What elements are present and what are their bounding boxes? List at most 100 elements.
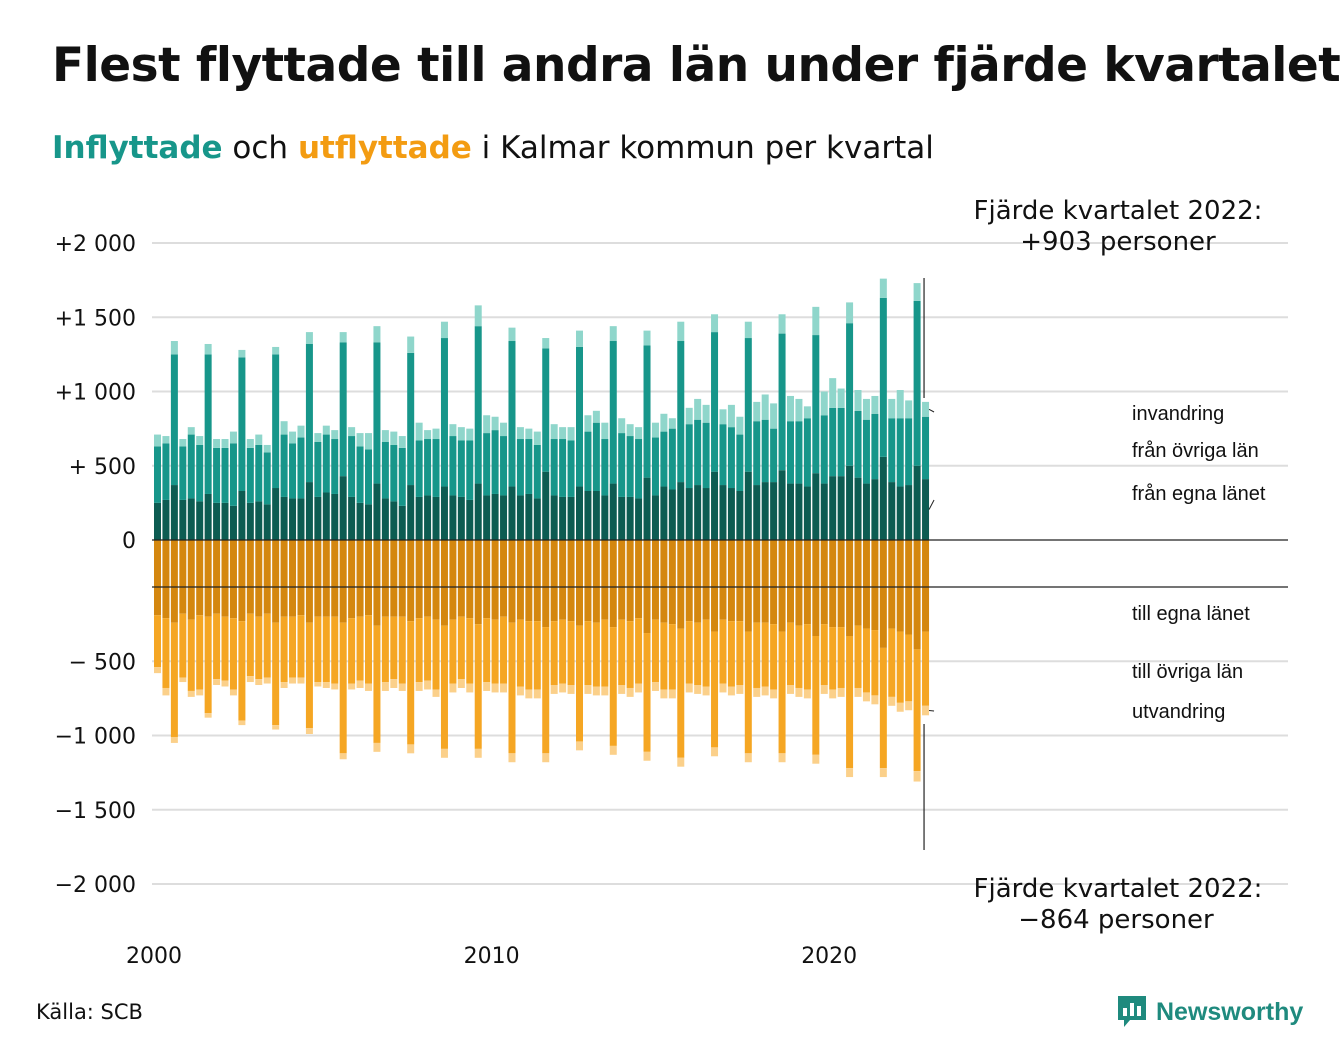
bar-segment-in	[525, 428, 533, 440]
bar-segment-out	[592, 540, 600, 623]
bar-segment-in	[694, 485, 702, 540]
bar-segment-out	[516, 540, 524, 620]
bar-segment-in	[314, 433, 322, 442]
bar-segment-in	[770, 403, 778, 429]
bar-segment-out	[314, 682, 322, 687]
bar-segment-out	[449, 683, 457, 693]
bar-segment-out	[322, 616, 330, 683]
bar-segment-out	[196, 615, 204, 690]
bar-segment-out	[896, 540, 904, 632]
bar-segment-out	[289, 540, 297, 617]
bar-segment-in	[390, 444, 398, 502]
bar-segment-in	[694, 419, 702, 486]
bar-segment-in	[643, 477, 651, 540]
bar-segment-in	[626, 424, 634, 437]
bar-segment-in	[770, 482, 778, 540]
bar-segment-in	[592, 410, 600, 423]
bar-segment-in	[922, 416, 930, 480]
bar-segment-out	[559, 683, 567, 693]
bar-segment-in	[398, 447, 406, 506]
legend-fran-egna-lanet: från egna länet	[1132, 483, 1266, 505]
brand-logo: Newsworthy	[1116, 994, 1303, 1030]
bar-segment-out	[263, 540, 271, 614]
bar-segment-in	[508, 486, 516, 540]
bar-segment-out	[407, 621, 415, 745]
bar-segment-out	[229, 618, 237, 690]
bar-segment-in	[263, 504, 271, 540]
bar-segment-in	[787, 421, 794, 484]
bar-segment-out	[812, 636, 820, 755]
bar-segment-out	[348, 618, 356, 684]
axes: +2 000 +1 500 +1 000 + 500 0 − 500 −1 000 −1 50…	[55, 232, 1288, 969]
bar-segment-in	[660, 486, 668, 540]
bar-segment-out	[213, 613, 221, 680]
bar-segment-in	[770, 428, 778, 483]
bar-segment-out	[516, 686, 524, 696]
bar-segment-in	[466, 499, 474, 540]
bar-segment-out	[221, 680, 229, 687]
bar-segment-in	[879, 278, 887, 298]
bar-segment-in	[331, 439, 339, 494]
bar-segment-in	[584, 431, 592, 491]
bar-segment-in	[592, 490, 600, 540]
bar-segment-out	[711, 747, 719, 757]
bar-segment-out	[879, 540, 887, 648]
bar-segment-in	[255, 501, 263, 540]
bar-segment-out	[187, 540, 195, 620]
bar-segment-out	[238, 540, 246, 622]
annotation-bottom-line1: Fjärde kvartalet 2022:	[974, 874, 1263, 904]
y-tick-label: −1 500	[55, 799, 136, 824]
bar-segment-in	[424, 495, 432, 540]
bar-segment-out	[170, 540, 178, 623]
bar-segment-in	[238, 490, 246, 540]
bar-segment-in	[854, 390, 862, 411]
bar-segment-in	[516, 439, 524, 496]
bar-segment-out	[854, 687, 862, 697]
bar-segment-out	[837, 627, 845, 688]
bar-segment-out	[736, 540, 744, 622]
bar-segment-out	[820, 540, 828, 625]
bar-segment-in	[474, 305, 482, 327]
bar-segment-in	[812, 306, 820, 336]
bar-segment-in	[584, 490, 592, 540]
bar-segment-in	[744, 338, 752, 472]
bar-segment-in	[246, 439, 254, 448]
bar-segment-out	[837, 687, 845, 697]
bar-segment-out	[812, 540, 820, 637]
bar-segment-in	[761, 482, 769, 540]
bar-segment-in	[365, 504, 372, 540]
bar-segment-in	[896, 390, 904, 419]
bar-segment-in	[322, 425, 330, 435]
legend-leader	[928, 499, 935, 510]
bar-segment-out	[626, 540, 634, 622]
brand-name: Newsworthy	[1156, 997, 1304, 1026]
bar-segment-out	[694, 540, 702, 623]
bar-segment-in	[846, 465, 854, 540]
bar-segment-in	[305, 343, 313, 483]
bar-segment-out	[466, 683, 474, 693]
bar-segment-out	[424, 540, 432, 617]
bar-segment-out	[651, 540, 659, 620]
bar-segment-in	[601, 495, 609, 540]
bar-segment-in	[533, 498, 541, 540]
bar-segment-out	[356, 680, 364, 688]
bar-segment-in	[516, 427, 524, 440]
bar-segment-in	[905, 485, 913, 540]
bar-segment-out	[778, 540, 786, 632]
bar-segment-in	[736, 416, 744, 435]
bar-segment-out	[525, 689, 533, 699]
bar-segment-in	[820, 483, 828, 540]
bar-segment-out	[567, 685, 575, 694]
bar-segment-in	[432, 428, 440, 440]
legend-till-egna-lanet: till egna länet	[1132, 603, 1250, 625]
bar-segment-in	[187, 434, 195, 499]
bar-segment-out	[567, 540, 575, 622]
bar-segment-out	[719, 619, 727, 684]
annotation-top-line2: +903 personer	[1020, 227, 1216, 257]
bar-segment-in	[381, 441, 389, 499]
bar-segment-in	[694, 398, 702, 420]
bar-segment-in	[609, 483, 617, 540]
bar-segment-in	[280, 496, 288, 540]
bar-segment-in	[483, 433, 491, 496]
